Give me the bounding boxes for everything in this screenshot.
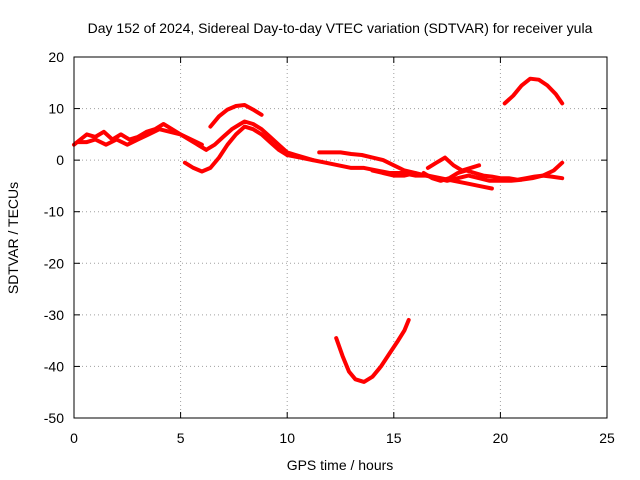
x-tick-label: 25 bbox=[599, 430, 615, 446]
series-line-track-12 bbox=[502, 76, 565, 106]
y-tick-label: 10 bbox=[48, 101, 64, 117]
series-line-track-10 bbox=[425, 155, 482, 173]
y-tick-label: -10 bbox=[44, 204, 64, 220]
series-line-track-11 bbox=[334, 318, 411, 384]
y-tick-label: 0 bbox=[56, 152, 64, 168]
y-tick-label: -20 bbox=[44, 255, 64, 271]
y-tick-label: -30 bbox=[44, 307, 64, 323]
y-tick-label: -40 bbox=[44, 358, 64, 374]
x-tick-label: 15 bbox=[386, 430, 402, 446]
y-tick-label: 20 bbox=[48, 49, 64, 65]
x-tick-labels: 0 5 10 15 20 25 bbox=[70, 430, 615, 446]
series-line-track-2 bbox=[76, 127, 204, 147]
y-axis-title: SDTVAR / TECUs bbox=[5, 182, 21, 294]
plot-frame bbox=[73, 56, 608, 419]
y-tick-label: -50 bbox=[44, 410, 64, 426]
series-line-track-9 bbox=[421, 168, 565, 183]
plot-series bbox=[72, 76, 565, 384]
y-tick-labels: -50 -40 -30 -20 -10 0 10 20 bbox=[44, 49, 64, 426]
axis-ticks bbox=[73, 56, 608, 419]
x-tick-label: 5 bbox=[177, 430, 185, 446]
grid bbox=[74, 57, 607, 418]
x-tick-label: 0 bbox=[70, 430, 78, 446]
x-tick-label: 10 bbox=[279, 430, 295, 446]
chart-title: Day 152 of 2024, Sidereal Day-to-day VTE… bbox=[88, 20, 593, 36]
x-tick-label: 20 bbox=[493, 430, 509, 446]
series-line-track-4 bbox=[182, 124, 290, 174]
series-line-track-7 bbox=[317, 150, 418, 175]
series-line-track-5 bbox=[208, 103, 264, 129]
x-axis-title: GPS time / hours bbox=[287, 457, 394, 473]
